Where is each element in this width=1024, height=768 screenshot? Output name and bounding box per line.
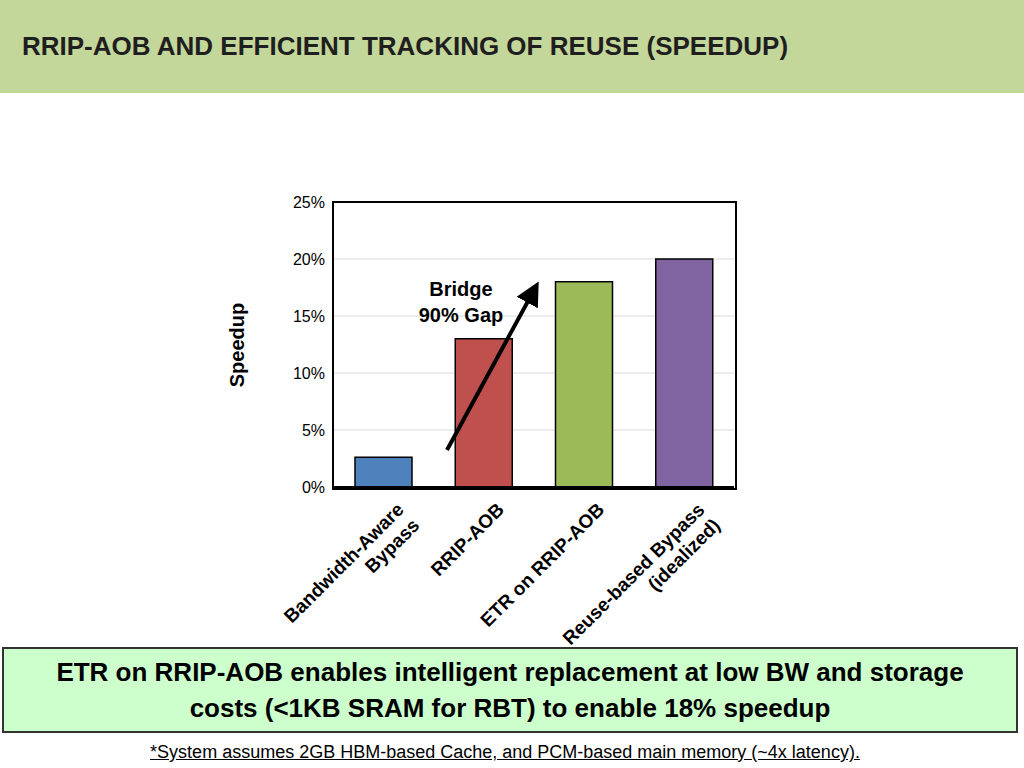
svg-text:Bandwidth-AwareBypass: Bandwidth-AwareBypass (280, 499, 424, 643)
svg-text:RRIP-AOB: RRIP-AOB (427, 499, 508, 580)
svg-text:10%: 10% (293, 365, 325, 382)
html-text:*System assumes 2GB HBM-based: *System assumes 2GB HBM-based Cache, and… (150, 742, 860, 762)
svg-text:Reuse-based Bypass(idealized): Reuse-based Bypass(idealized) (559, 499, 725, 650)
html-text:Bridge 90% Gap: Bridge 90% Gap (418, 278, 504, 326)
svg-text:0%: 0% (302, 479, 325, 496)
svg-text:25%: 25% (293, 194, 325, 211)
svg-text:15%: 15% (293, 308, 325, 325)
svg-text:ETR on RRIP-AOB: ETR on RRIP-AOB (476, 498, 609, 631)
html-text:Speedup: Speedup (225, 302, 248, 388)
html-text:RRIP-AOB AND EFFICIENT TRACKIN: RRIP-AOB AND EFFICIENT TRACKING OF REUSE… (22, 31, 789, 61)
svg-text:5%: 5% (302, 422, 325, 439)
html-text:ETR on RRIP-AOB enables intell: ETR on RRIP-AOB enables intelligent repl… (56, 657, 964, 723)
svg-text:20%: 20% (293, 251, 325, 268)
